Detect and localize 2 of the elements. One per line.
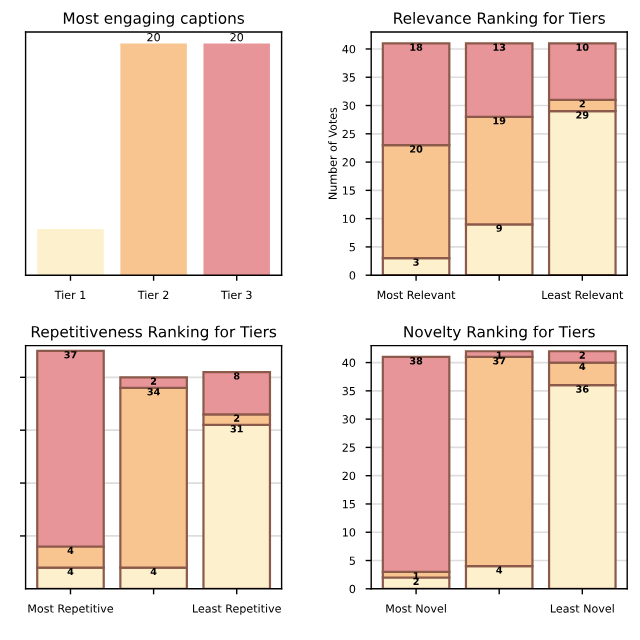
bar [381, 355, 451, 573]
bar [202, 423, 272, 589]
